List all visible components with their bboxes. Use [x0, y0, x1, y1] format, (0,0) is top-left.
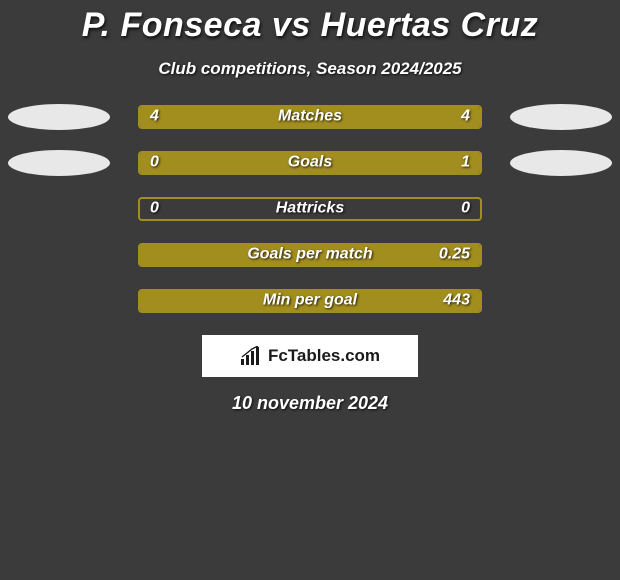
right-value: 0	[461, 200, 470, 218]
stat-row: 44Matches	[0, 105, 620, 129]
bar-fill-right	[140, 291, 480, 311]
stat-rows: 44Matches 01Goals 0 0Hattricks 0.25Goals per…	[0, 105, 620, 313]
left-shirt-oval	[8, 150, 110, 176]
page-title: P. Fonseca vs Huertas Cruz	[0, 6, 620, 45]
stat-bar: 443Min per goal	[138, 289, 482, 313]
stat-bar: 0.25Goals per match	[138, 243, 482, 267]
bar-fill-left	[140, 153, 201, 173]
stat-row: 0 0Hattricks	[0, 197, 620, 221]
stat-row: 0.25Goals per match	[0, 243, 620, 267]
branding-badge: FcTables.com	[202, 335, 418, 377]
stat-bar: 0 0Hattricks	[138, 197, 482, 221]
left-value: 0	[150, 200, 159, 218]
left-shirt-oval	[8, 104, 110, 130]
stat-label: Hattricks	[140, 200, 480, 218]
date-text: 10 november 2024	[0, 393, 620, 414]
right-shirt-oval	[510, 150, 612, 176]
page-subtitle: Club competitions, Season 2024/2025	[0, 59, 620, 79]
stat-row: 443Min per goal	[0, 289, 620, 313]
stat-bar: 44Matches	[138, 105, 482, 129]
bar-fill-right	[140, 245, 480, 265]
stat-bar: 01Goals	[138, 151, 482, 175]
branding-text: FcTables.com	[268, 346, 380, 366]
stat-row: 01Goals	[0, 151, 620, 175]
bar-fill-right	[310, 107, 480, 127]
right-shirt-oval	[510, 104, 612, 130]
branding-chart-icon	[240, 346, 262, 366]
bar-fill-right	[201, 153, 480, 173]
comparison-infographic: P. Fonseca vs Huertas Cruz Club competit…	[0, 0, 620, 414]
bar-fill-left	[140, 107, 310, 127]
